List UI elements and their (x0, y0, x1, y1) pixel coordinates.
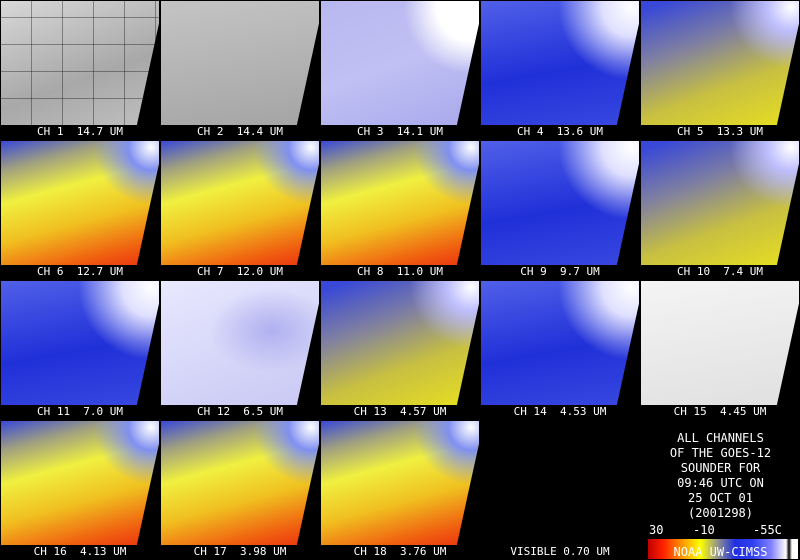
channel-tile: CH 1 14.7 UM (1, 1, 159, 139)
satellite-image (1, 141, 159, 265)
channel-label: CH 6 12.7 UM (36, 265, 124, 278)
satellite-image (161, 281, 319, 405)
satellite-image (481, 421, 639, 545)
channel-tile: CH 12 6.5 UM (161, 281, 319, 419)
info-panel: 30 -10 -55C NOAA UW-CIMSS ALL CHANNELS OF… (641, 421, 800, 560)
credit: NOAA UW-CIMSS (673, 545, 768, 559)
channel-label: CH 9 9.7 UM (520, 265, 600, 278)
color-bar-label: 30 (649, 523, 664, 537)
satellite-image (161, 421, 319, 545)
channel-tile: CH 9 9.7 UM (481, 141, 639, 279)
channel-label: CH 13 4.57 UM (353, 405, 447, 418)
channel-label: CH 8 11.0 UM (356, 265, 444, 278)
channel-tile: CH 11 7.0 UM (1, 281, 159, 419)
channel-label: CH 12 6.5 UM (196, 405, 284, 418)
satellite-image (321, 141, 479, 265)
info-line: 25 OCT 01 (687, 491, 754, 505)
channel-tile: CH 10 7.4 UM (641, 141, 799, 279)
satellite-image (161, 1, 319, 125)
channel-tile: CH 3 14.1 UM (321, 1, 479, 139)
satellite-image (481, 141, 639, 265)
satellite-image (641, 1, 799, 125)
channel-label: CH 4 13.6 UM (516, 125, 604, 138)
satellite-image (161, 141, 319, 265)
channel-label: CH 17 3.98 UM (193, 545, 287, 558)
satellite-image (641, 141, 799, 265)
channel-label: VISIBLE 0.70 UM (510, 545, 610, 558)
satellite-image (1, 1, 159, 125)
channel-tile: CH 13 4.57 UM (321, 281, 479, 419)
info-line: ALL CHANNELS (677, 431, 764, 445)
satellite-image (321, 1, 479, 125)
satellite-image (1, 421, 159, 545)
channel-label: CH 7 12.0 UM (196, 265, 284, 278)
info-line: 09:46 UTC ON (677, 476, 764, 490)
channel-label: CH 15 4.45 UM (673, 405, 767, 418)
channel-label: CH 14 4.53 UM (513, 405, 607, 418)
channel-label: CH 18 3.76 UM (353, 545, 447, 558)
channel-tile: CH 14 4.53 UM (481, 281, 639, 419)
channel-label: CH 3 14.1 UM (356, 125, 444, 138)
channel-tile: CH 15 4.45 UM (641, 281, 799, 419)
channel-tile: CH 16 4.13 UM (1, 421, 159, 559)
channel-tile: VISIBLE 0.70 UM (481, 421, 639, 559)
channel-label: CH 5 13.3 UM (676, 125, 764, 138)
info-line: SOUNDER FOR (680, 461, 761, 475)
channel-label: CH 11 7.0 UM (36, 405, 124, 418)
channel-label: CH 16 4.13 UM (33, 545, 127, 558)
channel-tile: CH 17 3.98 UM (161, 421, 319, 559)
satellite-image (321, 281, 479, 405)
info-line: (2001298) (687, 506, 754, 520)
satellite-image (481, 281, 639, 405)
channel-tile: CH 7 12.0 UM (161, 141, 319, 279)
channel-tile: CH 18 3.76 UM (321, 421, 479, 559)
color-bar (648, 539, 798, 559)
info-line: OF THE GOES-12 (669, 446, 772, 460)
satellite-image (481, 1, 639, 125)
satellite-image (321, 421, 479, 545)
satellite-image (1, 281, 159, 405)
channel-tile: CH 8 11.0 UM (321, 141, 479, 279)
channel-tile: CH 5 13.3 UM (641, 1, 799, 139)
color-bar-label: -10 (693, 523, 715, 537)
color-bar-label: -55C (753, 523, 782, 537)
channel-tile: CH 4 13.6 UM (481, 1, 639, 139)
channel-label: CH 2 14.4 UM (196, 125, 284, 138)
channel-label: CH 1 14.7 UM (36, 125, 124, 138)
channel-label: CH 10 7.4 UM (676, 265, 764, 278)
satellite-image (641, 281, 799, 405)
channel-tile: CH 2 14.4 UM (161, 1, 319, 139)
channel-tile: CH 6 12.7 UM (1, 141, 159, 279)
